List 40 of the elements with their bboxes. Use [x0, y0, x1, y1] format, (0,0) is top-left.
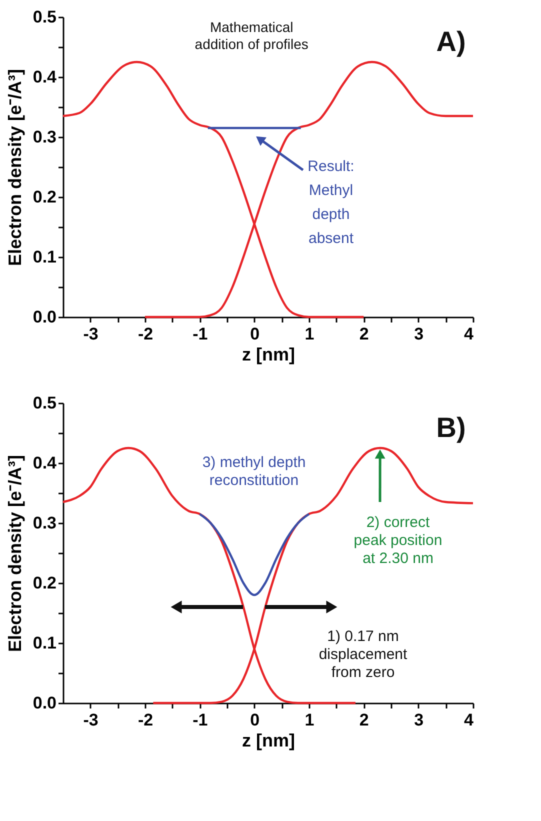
x-tick-label: 2 — [359, 710, 369, 730]
annotation: 1) 0.17 nm displacement from zero — [318, 628, 408, 681]
annotation: Result: Methyl depth absent — [308, 158, 354, 247]
x-tick-label: 3 — [414, 710, 424, 730]
x-tick-label: -3 — [83, 324, 98, 344]
y-tick-label: 0.1 — [32, 634, 56, 652]
x-tick-label: 0 — [250, 710, 260, 730]
x-tick-label: -2 — [138, 710, 154, 730]
x-tick-label: 0 — [250, 324, 260, 344]
x-tick-label: -1 — [192, 324, 208, 344]
line-series — [198, 512, 310, 596]
annotation: Mathematical addition of profiles — [194, 19, 308, 52]
x-tick-label: 4 — [464, 324, 474, 344]
x-axis-title: z [nm] — [242, 344, 295, 364]
x-tick-label: -3 — [83, 710, 98, 730]
x-tick-label: 3 — [414, 324, 424, 344]
y-axis-title: Electron density [e⁻/A³] — [4, 454, 25, 652]
y-tick-label: 0.2 — [32, 188, 56, 206]
x-tick-label: 4 — [464, 710, 474, 730]
y-tick-label: 0.4 — [32, 68, 58, 86]
y-tick-label: 0.5 — [32, 394, 56, 412]
y-tick-label: 0.0 — [32, 308, 56, 326]
annotation: 3) methyl depth reconstitution — [202, 454, 306, 489]
x-tick-label: 1 — [304, 324, 314, 344]
annotation: B) — [436, 412, 466, 443]
x-tick-label: -1 — [192, 710, 208, 730]
y-tick-label: 0.3 — [32, 514, 56, 532]
y-axis-title: Electron density [e⁻/A³] — [4, 68, 25, 266]
x-tick-label: 2 — [359, 324, 369, 344]
x-tick-label: 1 — [304, 710, 314, 730]
y-tick-label: 0.3 — [32, 128, 56, 146]
y-tick-label: 0.1 — [32, 248, 56, 266]
x-tick-label: -2 — [138, 324, 154, 344]
annotation: A) — [436, 26, 466, 57]
annotation: 2) correct peak position at 2.30 nm — [354, 514, 442, 567]
y-tick-label: 0.4 — [32, 454, 58, 472]
y-tick-label: 0.5 — [32, 8, 56, 26]
y-tick-label: 0.2 — [32, 574, 56, 592]
y-tick-label: 0.0 — [32, 694, 56, 712]
x-axis-title: z [nm] — [242, 730, 295, 750]
